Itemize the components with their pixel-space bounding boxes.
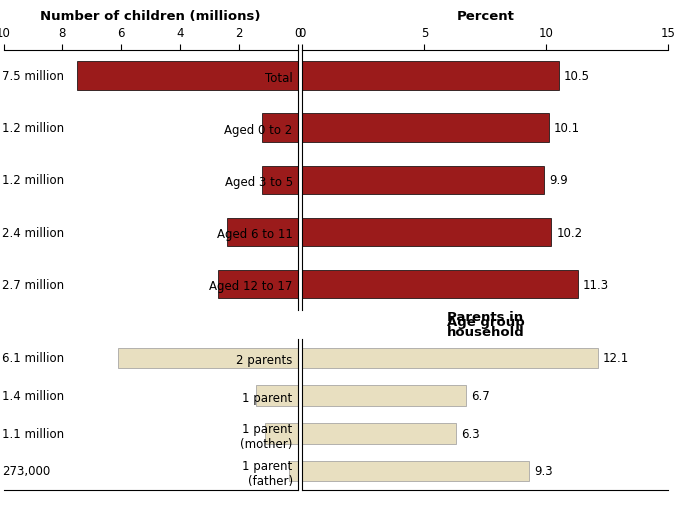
Text: 9.3: 9.3 [534,465,553,478]
Bar [302,423,456,444]
Bar [262,114,298,143]
Text: 1.4 million: 1.4 million [2,389,64,402]
Text: 2.7 million: 2.7 million [2,278,64,291]
Text: 12.1: 12.1 [603,351,629,365]
Text: Age group: Age group [447,316,524,329]
Text: 10.2: 10.2 [556,226,582,239]
Bar [302,218,552,247]
Text: 2.4 million: 2.4 million [2,226,64,239]
Text: 6.7: 6.7 [471,389,489,402]
Bar [256,385,298,406]
Bar [302,62,559,91]
Bar [290,461,298,481]
Text: 273,000: 273,000 [2,465,50,478]
Bar [262,166,298,195]
Text: 11.3: 11.3 [583,278,609,291]
Text: 6.1 million: 6.1 million [2,351,64,365]
Text: 1.2 million: 1.2 million [2,122,64,135]
Bar [218,270,298,299]
Bar [77,62,298,91]
Bar [302,461,529,481]
Bar [302,114,549,143]
Text: 7.5 million: 7.5 million [2,70,64,83]
Bar [302,166,544,195]
X-axis label: Percent: Percent [456,10,514,23]
Bar [227,218,298,247]
Bar [118,348,298,369]
Text: Parents in
household: Parents in household [447,311,524,338]
Text: 9.9: 9.9 [549,174,568,187]
Text: 10.1: 10.1 [554,122,580,135]
X-axis label: Number of children (millions): Number of children (millions) [41,10,260,23]
Bar [265,423,298,444]
Bar [302,348,598,369]
Text: 1.2 million: 1.2 million [2,174,64,187]
Bar [302,385,466,406]
Text: 6.3: 6.3 [461,427,480,440]
Text: 10.5: 10.5 [564,70,589,83]
Bar [302,270,578,299]
Text: 1.1 million: 1.1 million [2,427,64,440]
